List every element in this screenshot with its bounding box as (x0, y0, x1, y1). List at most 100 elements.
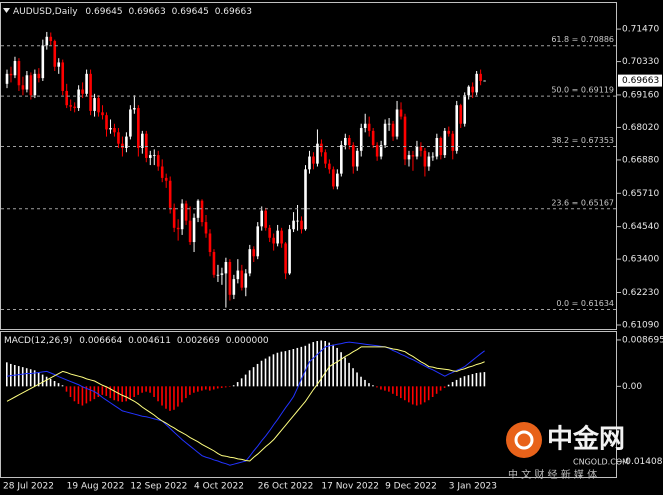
histogram-bar (384, 386, 386, 391)
histogram-bar (268, 356, 271, 387)
fibonacci-label: 23.6 = 0.65167 (551, 198, 614, 207)
logo-slogan: 中 文 财 经 新 媒 体 (508, 468, 597, 481)
histogram-bar (252, 367, 255, 387)
candle-body (85, 73, 88, 94)
candle-body (117, 132, 120, 144)
y-tick-label: 0.008695 (622, 335, 663, 345)
histogram-bar (284, 351, 287, 387)
histogram-bar (208, 386, 211, 391)
histogram-bar (316, 341, 319, 387)
current-price-box (618, 74, 662, 87)
candle-body (81, 89, 84, 94)
candle-body (467, 86, 470, 96)
candle-body (37, 73, 41, 79)
macd-title: MACD(12,26,9) (4, 336, 72, 346)
histogram-bar (463, 376, 466, 387)
logo-site: CNGOLD.COM (573, 458, 629, 467)
y-tick-label: 0.69160 (622, 90, 659, 100)
histogram-bar (419, 386, 422, 405)
histogram-bar (41, 374, 44, 387)
histogram-bar (411, 386, 414, 405)
candle-body (415, 146, 419, 157)
histogram-bar (276, 352, 279, 387)
candle-body (431, 156, 435, 158)
candle-body (41, 45, 45, 79)
histogram-bar (201, 386, 203, 391)
candle-body (73, 106, 76, 109)
candle-body (129, 109, 132, 137)
histogram-bar (212, 386, 215, 390)
candle-body (304, 169, 307, 230)
candle-body (427, 156, 431, 167)
candle-body (200, 200, 204, 223)
candle-body (479, 73, 482, 81)
histogram-bar (81, 386, 84, 406)
candle-body (204, 222, 208, 234)
x-tick-label: 17 Nov 2022 (321, 482, 379, 492)
histogram-bar (356, 372, 358, 387)
candle-body (133, 108, 136, 110)
x-tick-label: 3 Jan 2023 (449, 482, 497, 492)
candle-body (137, 108, 140, 148)
histogram-bar (169, 386, 171, 411)
y-tick-label: 0.66880 (622, 155, 659, 165)
watermark: 中金网 CNGOLD.COM 中 文 财 经 新 媒 体 (506, 422, 629, 481)
candle-body (57, 62, 61, 67)
histogram-bar (404, 386, 406, 401)
histogram-bar (320, 340, 323, 387)
high-value: 0.69663 (129, 7, 166, 17)
histogram-bar (439, 386, 442, 391)
candle-body (160, 166, 164, 178)
candle-body (351, 145, 355, 167)
candle-body (208, 233, 212, 253)
candle-body (196, 200, 200, 218)
candle-body (383, 123, 387, 146)
candle-body (93, 98, 96, 111)
histogram-bar (380, 386, 382, 390)
candle-body (152, 155, 156, 156)
candle-body (240, 270, 244, 288)
histogram-bar (220, 386, 223, 388)
histogram-bar (49, 378, 52, 387)
candle-body (49, 36, 53, 42)
histogram-bar (248, 370, 251, 387)
histogram-bar (328, 342, 330, 387)
candle-body (387, 123, 391, 125)
x-tick-label: 9 Dec 2022 (385, 482, 437, 492)
macd-panel-frame (0, 331, 617, 478)
histogram-bar (85, 386, 88, 404)
histogram-bar (37, 372, 40, 387)
histogram-bar (113, 386, 116, 401)
histogram-bar (205, 386, 207, 390)
candle-body (336, 173, 339, 187)
candle-body (324, 152, 327, 164)
logo-ring (514, 430, 534, 450)
candle-body (344, 137, 347, 146)
x-tick-label: 12 Sep 2022 (130, 482, 187, 492)
y-tick-label: 0.62230 (622, 288, 659, 298)
histogram-bar (372, 385, 374, 387)
candle-body (459, 105, 463, 124)
candle-body (248, 249, 252, 274)
histogram-bar (392, 386, 394, 394)
candle-body (156, 155, 160, 167)
histogram-bar (260, 360, 263, 387)
histogram-bar (467, 375, 470, 387)
histogram-bar (9, 363, 12, 387)
histogram-bar (435, 386, 438, 394)
candle-body (367, 123, 371, 131)
current-price-label: 0.69663 (622, 76, 659, 86)
x-tick-label: 4 Oct 2022 (194, 482, 244, 492)
histogram-bar (193, 386, 195, 393)
histogram-bar (105, 386, 108, 396)
macd-value: 0.006664 (79, 336, 122, 346)
histogram-bar (479, 372, 482, 387)
histogram-bar (400, 386, 402, 399)
histogram-bar (240, 378, 243, 387)
candle-body (148, 155, 152, 158)
histogram-bar (181, 386, 183, 403)
candle-body (284, 243, 287, 274)
y-tick-label: 0.00 (622, 382, 642, 392)
symbol: AUDUSD,Daily (13, 7, 78, 17)
histogram-bar (6, 362, 8, 387)
